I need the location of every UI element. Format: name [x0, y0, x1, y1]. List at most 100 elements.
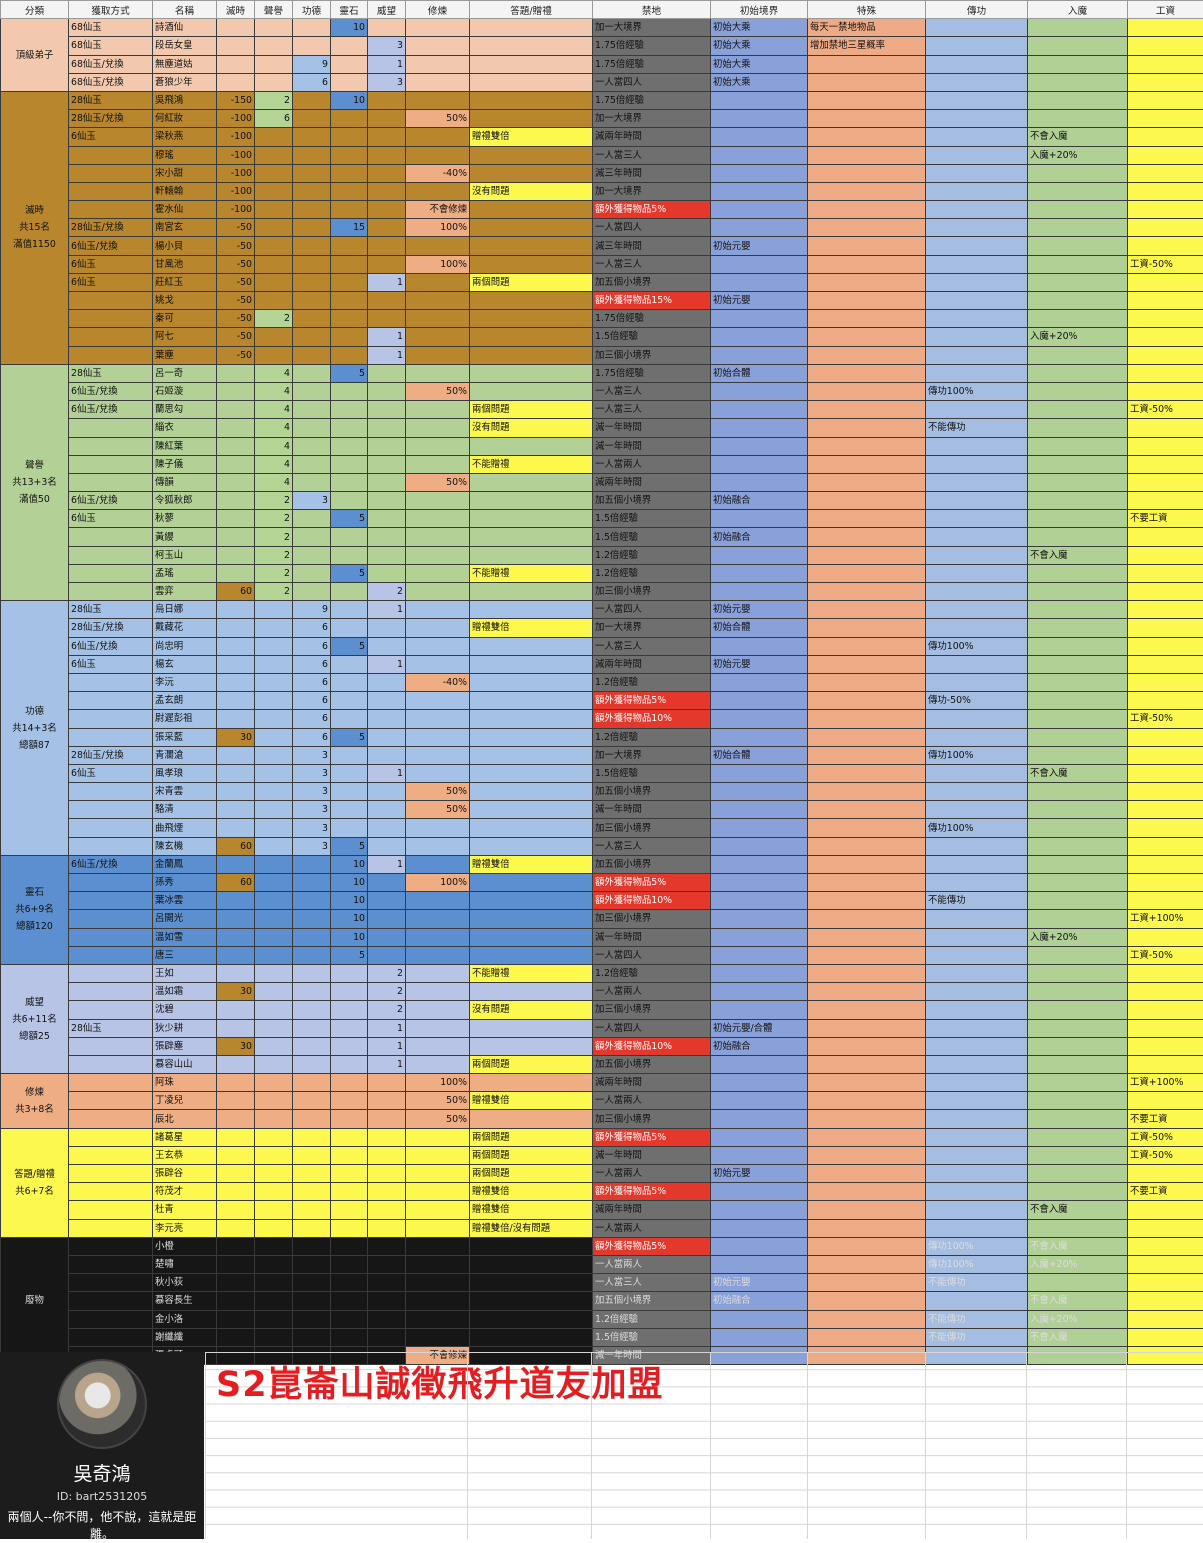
cell-dt[interactable]	[470, 910, 593, 928]
cell-ts[interactable]	[808, 1219, 926, 1237]
cell-sw[interactable]: 4	[255, 382, 293, 400]
cell-rm[interactable]	[1028, 528, 1128, 546]
cell-sw[interactable]	[255, 1165, 293, 1183]
cell-ts[interactable]	[808, 73, 926, 91]
cell-ww[interactable]	[368, 710, 406, 728]
cell-name[interactable]: 無塵道姑	[153, 55, 217, 73]
cell-gd[interactable]	[293, 983, 331, 1001]
cell-gz[interactable]	[1128, 928, 1203, 946]
cell-xl[interactable]	[406, 128, 470, 146]
cell-sw[interactable]: 2	[255, 546, 293, 564]
cell-rm[interactable]	[1028, 983, 1128, 1001]
cell-jd[interactable]: 額外獲得物品15%	[593, 292, 711, 310]
cell-ms[interactable]	[217, 1001, 255, 1019]
cell-sw[interactable]	[255, 673, 293, 691]
cell-get[interactable]	[69, 1237, 153, 1255]
cell-xl[interactable]	[406, 946, 470, 964]
cell-ls[interactable]	[331, 1074, 368, 1092]
cell-xl[interactable]	[406, 419, 470, 437]
cell-gz[interactable]	[1128, 1310, 1203, 1328]
cell-gd[interactable]	[293, 110, 331, 128]
cell-ms[interactable]	[217, 1055, 255, 1073]
cell-jd[interactable]: 1.2倍經驗	[593, 546, 711, 564]
cell-ms[interactable]	[217, 1146, 255, 1164]
cell-xl[interactable]	[406, 1237, 470, 1255]
cell-gd[interactable]	[293, 219, 331, 237]
cell-rm[interactable]	[1028, 673, 1128, 691]
cell-sw[interactable]	[255, 164, 293, 182]
cell-cg[interactable]: 不能傳功	[926, 1274, 1028, 1292]
cell-dt[interactable]	[470, 874, 593, 892]
cell-gd[interactable]	[293, 382, 331, 400]
cell-ls[interactable]	[331, 819, 368, 837]
cell-ww[interactable]	[368, 364, 406, 382]
cell-gz[interactable]	[1128, 364, 1203, 382]
cell-ts[interactable]	[808, 692, 926, 710]
cell-sw[interactable]	[255, 1055, 293, 1073]
cell-rm[interactable]	[1028, 783, 1128, 801]
cell-ls[interactable]	[331, 237, 368, 255]
cell-ts[interactable]	[808, 1237, 926, 1255]
cell-jd[interactable]: 一人當兩人	[593, 1255, 711, 1273]
cell-xl[interactable]: 50%	[406, 110, 470, 128]
cell-ww[interactable]	[368, 455, 406, 473]
cell-dt[interactable]	[470, 783, 593, 801]
cell-ts[interactable]	[808, 1310, 926, 1328]
cell-ww[interactable]	[368, 692, 406, 710]
cell-gd[interactable]	[293, 1328, 331, 1346]
cell-gd[interactable]	[293, 1237, 331, 1255]
cell-xl[interactable]	[406, 455, 470, 473]
cell-cg[interactable]	[926, 364, 1028, 382]
cell-cg[interactable]	[926, 201, 1028, 219]
cell-gz[interactable]	[1128, 1274, 1203, 1292]
cell-cg[interactable]	[926, 1292, 1028, 1310]
cell-name[interactable]: 阿珠	[153, 1074, 217, 1092]
cell-dt[interactable]	[470, 637, 593, 655]
cell-rm[interactable]	[1028, 73, 1128, 91]
cell-gz[interactable]: 不要工資	[1128, 510, 1203, 528]
cell-rm[interactable]: 不會入魔	[1028, 1328, 1128, 1346]
cell-sw[interactable]	[255, 1274, 293, 1292]
cell-ms[interactable]	[217, 673, 255, 691]
cell-sw[interactable]	[255, 1219, 293, 1237]
cell-ls[interactable]	[331, 128, 368, 146]
cell-ts[interactable]	[808, 55, 926, 73]
cell-gz[interactable]	[1128, 746, 1203, 764]
cell-cs[interactable]	[711, 1237, 808, 1255]
cell-sw[interactable]	[255, 1019, 293, 1037]
cell-rm[interactable]	[1028, 401, 1128, 419]
cell-name[interactable]: 宋小甜	[153, 164, 217, 182]
cell-ts[interactable]	[808, 528, 926, 546]
cell-ms[interactable]	[217, 1165, 255, 1183]
cell-get[interactable]: 6仙玉/兌換	[69, 382, 153, 400]
cell-cs[interactable]: 初始大乘	[711, 37, 808, 55]
cell-ms[interactable]	[217, 855, 255, 873]
cell-ms[interactable]	[217, 19, 255, 37]
cell-cg[interactable]	[926, 182, 1028, 200]
cell-rm[interactable]	[1028, 273, 1128, 291]
cell-get[interactable]	[69, 328, 153, 346]
cell-ww[interactable]: 1	[368, 855, 406, 873]
cell-xl[interactable]	[406, 1255, 470, 1273]
cell-jd[interactable]: 加五個小境界	[593, 492, 711, 510]
cell-xl[interactable]	[406, 146, 470, 164]
cell-sw[interactable]	[255, 182, 293, 200]
cell-cg[interactable]	[926, 237, 1028, 255]
cell-rm[interactable]	[1028, 492, 1128, 510]
cell-dt[interactable]: 不能贈禮	[470, 964, 593, 982]
cell-ts[interactable]	[808, 746, 926, 764]
column-header[interactable]: 名稱	[153, 1, 217, 19]
cell-cs[interactable]: 初始融合	[711, 1037, 808, 1055]
cell-name[interactable]: 穆瑤	[153, 146, 217, 164]
cell-gz[interactable]: 工資-50%	[1128, 1146, 1203, 1164]
cell-ts[interactable]	[808, 546, 926, 564]
cell-gd[interactable]	[293, 1001, 331, 1019]
cell-get[interactable]: 68仙玉	[69, 19, 153, 37]
cell-cs[interactable]	[711, 910, 808, 928]
cell-cs[interactable]	[711, 1055, 808, 1073]
cell-sw[interactable]	[255, 728, 293, 746]
cell-ms[interactable]	[217, 601, 255, 619]
cell-dt[interactable]	[470, 19, 593, 37]
cell-gz[interactable]: 工資+100%	[1128, 1074, 1203, 1092]
cell-sw[interactable]	[255, 710, 293, 728]
